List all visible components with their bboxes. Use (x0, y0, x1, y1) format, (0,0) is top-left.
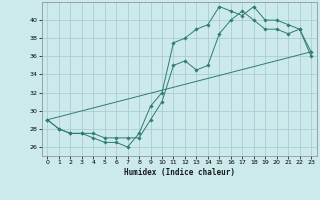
X-axis label: Humidex (Indice chaleur): Humidex (Indice chaleur) (124, 168, 235, 177)
